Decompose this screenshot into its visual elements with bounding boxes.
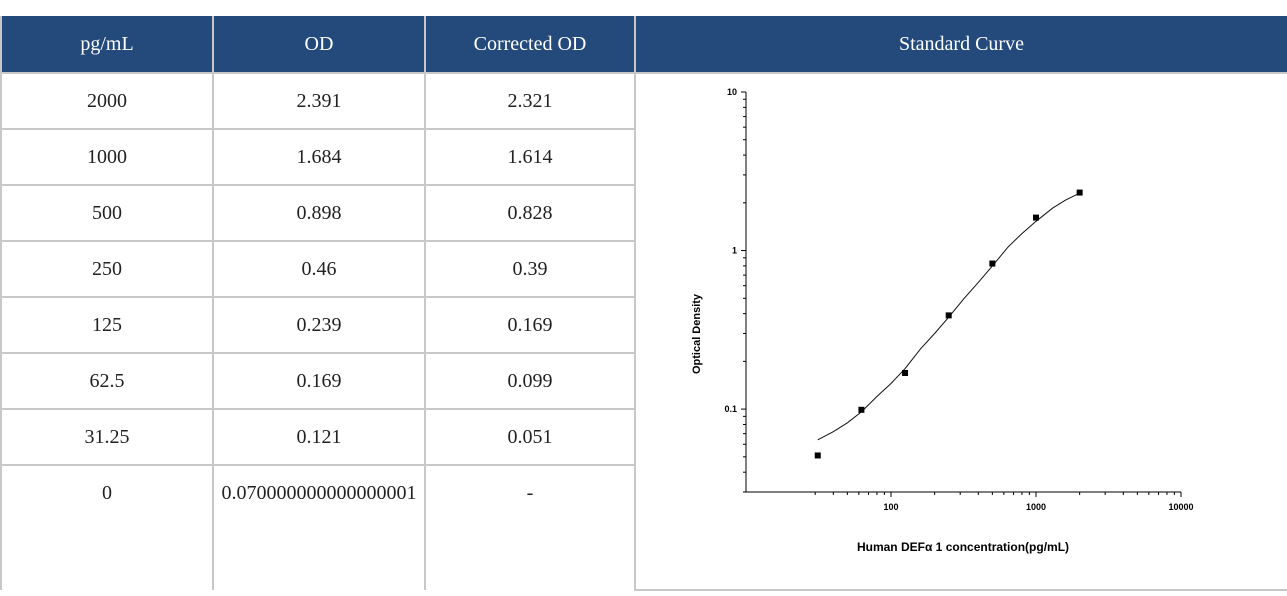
cell-od: 0.070000000000000001 [212,465,426,590]
table-row: 1000 1.684 1.614 [0,129,1287,186]
cell-od: 0.169 [212,353,426,410]
standard-curve-plot: 100 1000 10000 10 1 0.1 Optical Density Human… [691,87,1194,554]
y-tick-label: 1 [732,246,737,256]
cell-corrected-od: 1.614 [424,129,636,186]
table-row: 62.5 0.169 0.099 [0,353,1287,410]
cell-concentration: 31.25 [0,409,214,466]
axes: 100 1000 10000 10 1 0.1 [724,87,1193,512]
standard-curve-chart: 100 1000 10000 10 1 0.1 Optical Density Human… [634,73,1287,591]
table-row: 31.25 0.121 0.051 [0,409,1287,466]
data-point [1076,189,1083,196]
cell-od-value: 0.070000000000000001 [221,482,417,504]
header-standard-curve: Standard Curve [634,0,1287,74]
cell-od: 0.898 [212,185,426,242]
data-point [989,260,996,267]
cell-concentration: 125 [0,297,214,354]
y-axis-label: Optical Density [691,293,703,374]
cell-corrected-od: 0.099 [424,353,636,410]
table-row: 250 0.46 0.39 [0,241,1287,298]
table-row: 125 0.239 0.169 [0,297,1287,354]
cell-concentration: 62.5 [0,353,214,410]
cell-concentration: 250 [0,241,214,298]
data-points [814,189,1083,459]
header-concentration: pg/mL [0,0,214,74]
table-row: 0 0.070000000000000001 - [0,465,1287,590]
data-point [1033,214,1039,221]
cell-corrected-od: - [424,465,636,590]
header-od: OD [212,0,426,74]
table-row: 2000 2.391 2.321 100 1000 10000 10 1 0.1 Opti… [0,73,1287,591]
header-row: pg/mL OD Corrected OD Standard Curve [0,0,1287,74]
cell-corrected-od: 0.828 [424,185,636,242]
x-tick-label: 10000 [1168,502,1193,512]
cell-od: 0.239 [212,297,426,354]
cell-concentration: 1000 [0,129,214,186]
data-point [902,369,909,376]
cell-concentration: 2000 [0,73,214,130]
x-axis-label: Human DEFα 1 concentration(pg/mL) [857,540,1069,554]
cell-corrected-od: 0.051 [424,409,636,466]
cell-od: 1.684 [212,129,426,186]
data-point [858,406,865,413]
cell-corrected-od: 0.169 [424,297,636,354]
cell-corrected-od: 0.39 [424,241,636,298]
cell-concentration: 0 [0,465,214,590]
cell-od: 2.391 [212,73,426,130]
cell-corrected-od: 2.321 [424,73,636,130]
data-point [814,452,821,459]
data-point [945,312,952,319]
y-tick-label: 0.1 [724,404,737,414]
x-tick-label: 1000 [1026,502,1046,512]
table-row: 500 0.898 0.828 [0,185,1287,242]
cell-concentration: 500 [0,185,214,242]
y-tick-label: 10 [727,87,737,97]
x-tick-label: 100 [883,502,898,512]
header-corrected-od: Corrected OD [424,0,636,74]
cell-od: 0.121 [212,409,426,466]
cell-od: 0.46 [212,241,426,298]
